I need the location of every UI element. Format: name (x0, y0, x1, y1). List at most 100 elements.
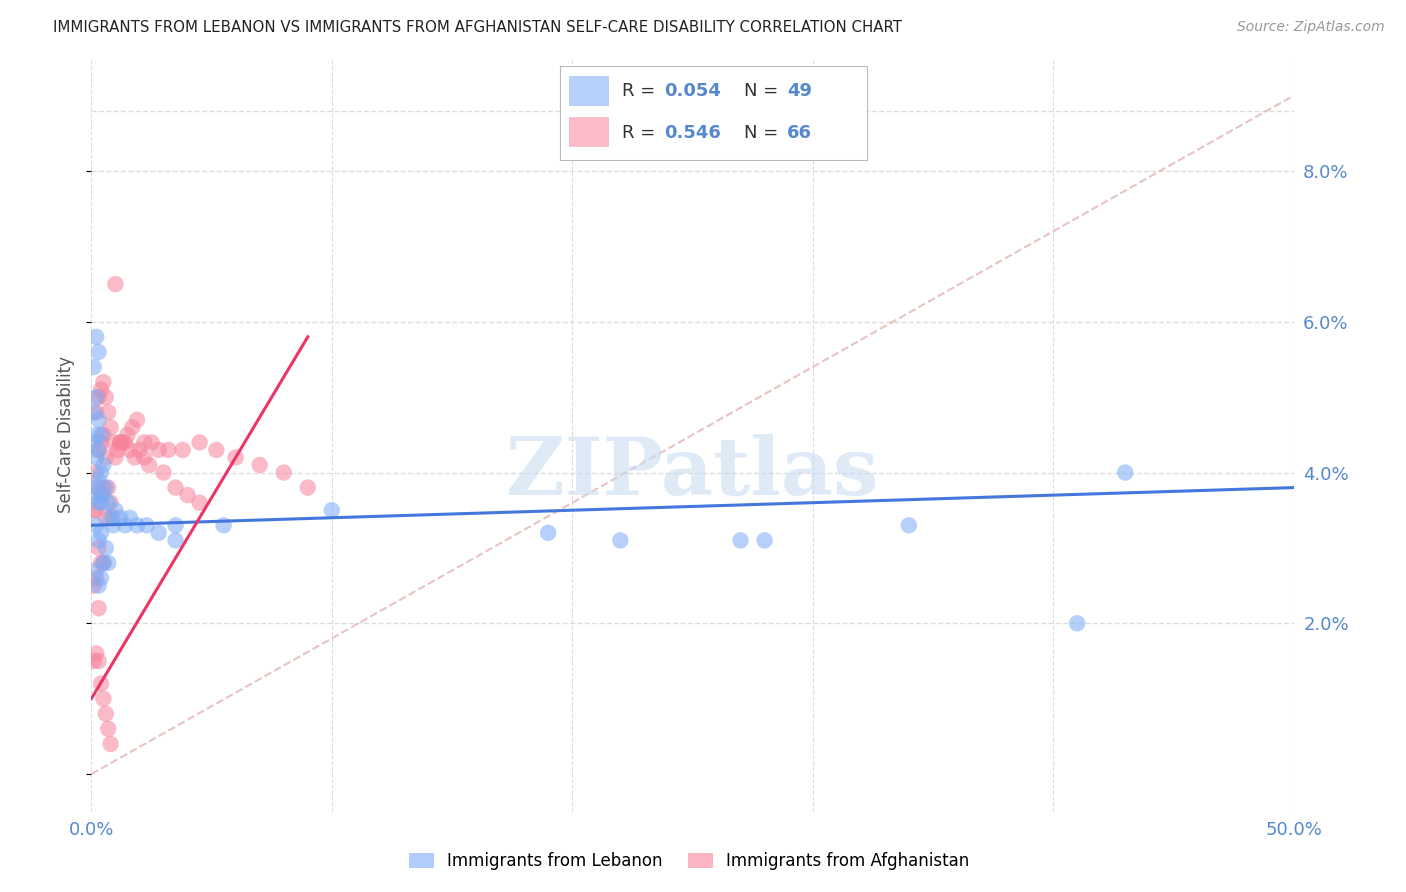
Point (125, 413, 148, 427)
Point (121, 420, 143, 434)
Point (93, 556, 115, 570)
Text: IMMIGRANTS FROM LEBANON VS IMMIGRANTS FROM AFGHANISTAN SELF-CARE DISABILITY CORR: IMMIGRANTS FROM LEBANON VS IMMIGRANTS FR… (53, 20, 903, 35)
Point (94, 510, 117, 524)
Point (273, 466, 295, 480)
Point (84, 503, 107, 517)
Point (90, 428, 112, 442)
Point (90, 466, 112, 480)
Point (100, 737, 122, 751)
Point (730, 533, 752, 548)
Point (94, 481, 117, 495)
Point (1066, 616, 1088, 631)
Point (84, 428, 107, 442)
Point (87, 533, 110, 548)
Point (101, 435, 124, 450)
Point (84, 518, 107, 533)
Point (97, 556, 120, 570)
Point (87, 390, 110, 404)
Point (90, 676, 112, 690)
Point (84, 571, 107, 585)
Point (125, 518, 148, 533)
Point (135, 518, 157, 533)
Point (87, 442, 110, 457)
Point (87, 541, 110, 555)
Point (84, 564, 107, 578)
Point (225, 450, 247, 465)
Point (134, 435, 156, 450)
Point (93, 428, 115, 442)
Point (93, 488, 115, 502)
Point (87, 473, 110, 487)
Point (94, 390, 117, 404)
Point (165, 481, 187, 495)
Point (97, 496, 120, 510)
Point (84, 390, 107, 404)
Point (1114, 466, 1136, 480)
Point (104, 277, 127, 291)
Point (87, 496, 110, 510)
Point (165, 518, 187, 533)
Text: Source: ZipAtlas.com: Source: ZipAtlas.com (1237, 20, 1385, 34)
Point (101, 518, 124, 533)
Point (165, 533, 187, 548)
Point (118, 442, 141, 457)
Point (93, 375, 115, 389)
Point (148, 525, 170, 540)
Point (188, 496, 211, 510)
Point (84, 405, 107, 419)
Point (114, 518, 136, 533)
Point (141, 435, 163, 450)
Point (172, 442, 194, 457)
Point (110, 435, 132, 450)
Point (321, 503, 343, 517)
Point (83, 405, 105, 419)
Point (148, 442, 170, 457)
Point (101, 510, 124, 524)
Point (100, 510, 122, 524)
Point (84, 450, 107, 465)
Y-axis label: Self-Care Disability: Self-Care Disability (58, 356, 76, 514)
Point (111, 435, 134, 450)
Point (84, 330, 107, 344)
Point (138, 458, 160, 472)
Point (110, 435, 132, 450)
Point (93, 458, 115, 472)
Point (212, 518, 235, 533)
Point (87, 442, 110, 457)
Point (104, 503, 127, 517)
Point (152, 466, 174, 480)
Point (90, 383, 112, 397)
Point (537, 525, 560, 540)
Point (249, 458, 271, 472)
Point (83, 654, 105, 668)
Point (100, 496, 122, 510)
Point (87, 345, 110, 359)
Point (83, 488, 105, 502)
Point (100, 420, 122, 434)
Point (117, 428, 139, 442)
Point (84, 647, 107, 661)
Point (90, 525, 112, 540)
Point (90, 435, 112, 450)
Point (87, 654, 110, 668)
Point (110, 510, 132, 524)
Point (205, 442, 228, 457)
Point (134, 450, 156, 465)
Point (94, 450, 117, 465)
Point (118, 510, 141, 524)
Point (83, 435, 105, 450)
Point (90, 556, 112, 570)
Point (83, 578, 105, 592)
Point (107, 442, 129, 457)
Point (124, 450, 146, 465)
Point (90, 496, 112, 510)
Point (609, 533, 631, 548)
Point (897, 518, 920, 533)
Text: ZIPatlas: ZIPatlas (506, 434, 879, 511)
Point (97, 481, 120, 495)
Point (83, 503, 105, 517)
Point (84, 466, 107, 480)
Point (93, 691, 115, 706)
Point (84, 481, 107, 495)
Point (94, 541, 117, 555)
